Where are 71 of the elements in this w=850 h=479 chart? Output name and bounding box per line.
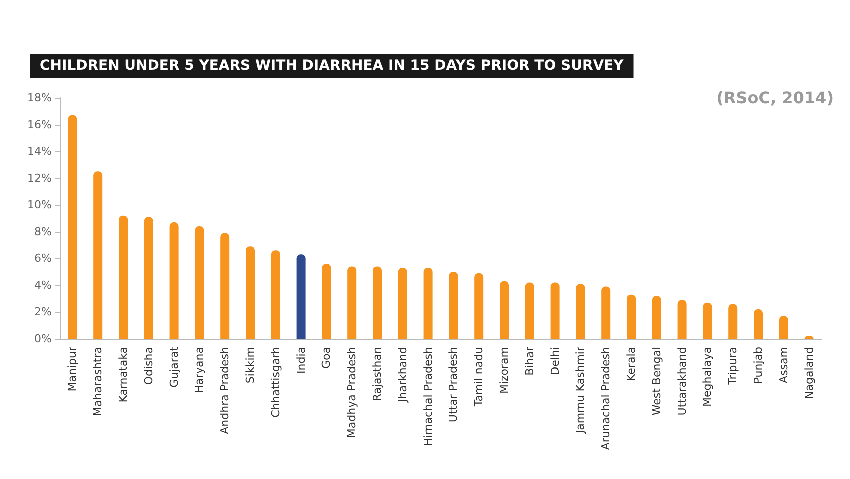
bar: [449, 272, 458, 339]
x-tick-label: West Bengal: [650, 347, 664, 416]
bar: [373, 266, 382, 339]
x-tick-label: Goa: [320, 347, 334, 369]
x-tick-label: Nagaland: [802, 347, 816, 400]
bar: [119, 216, 128, 339]
bar: [398, 268, 408, 339]
x-tick-label: Uttarakhand: [676, 347, 689, 416]
y-tick-label: 14%: [28, 145, 52, 158]
bar: [602, 286, 611, 339]
bar: [627, 294, 636, 339]
bar: [779, 316, 788, 339]
y-tick-label: 16%: [28, 118, 52, 132]
x-tick-label: Himachal Pradesh: [422, 346, 435, 446]
x-tick-label: Assam: [777, 347, 790, 384]
bar: [474, 273, 484, 339]
x-tick-label: Andhra Pradesh: [218, 346, 232, 434]
x-tick-label: Chhattisgarh: [269, 346, 282, 418]
x-tick-label: Jharkhand: [396, 347, 410, 404]
bar: [246, 246, 255, 339]
bar: [220, 233, 230, 339]
x-tick-label: Jammu Kashmir: [574, 346, 588, 435]
x-tick-label: Punjab: [752, 346, 765, 384]
bar: [144, 217, 154, 339]
bar: [322, 264, 332, 339]
x-tick-label: Haryana: [193, 347, 206, 394]
bar: [271, 250, 280, 339]
bar: [652, 296, 662, 339]
y-tick-label: 10%: [28, 198, 52, 212]
x-tick-label: Maharashtra: [92, 347, 105, 416]
x-tick-label: Sikkim: [244, 347, 257, 384]
bar: [678, 300, 687, 339]
x-tick-label: Delhi: [548, 347, 562, 376]
bar: [68, 115, 78, 339]
x-tick-label: Tamil nadu: [472, 347, 486, 408]
x-tick-label: Tripura: [726, 347, 740, 386]
y-tick-label: 6%: [34, 252, 52, 266]
x-tick-label: Gujarat: [168, 346, 181, 388]
y-tick-label: 0%: [34, 332, 52, 346]
x-tick-label: Odisha: [142, 347, 156, 386]
bar: [94, 172, 103, 339]
bar: [525, 282, 534, 339]
bar: [195, 226, 204, 339]
x-tick-label: Arunachal Pradesh: [600, 346, 613, 450]
bar: [348, 266, 357, 339]
x-tick-label: Uttar Pradesh: [447, 346, 460, 423]
bar: [754, 310, 763, 339]
x-tick-label: India: [294, 347, 308, 374]
x-tick-label: Madhya Pradesh: [346, 346, 359, 438]
y-tick-label: 4%: [34, 278, 52, 292]
x-tick-label: Bihar: [523, 346, 536, 376]
bar: [576, 284, 586, 339]
chart-title: CHILDREN UNDER 5 YEARS WITH DIARRHEA IN 15 DAYS PRIOR TO SURVEY: [40, 58, 625, 74]
y-tick-label: 8%: [34, 225, 52, 238]
x-tick-label: Karnataka: [117, 347, 130, 403]
x-tick-label: Meghalaya: [701, 347, 714, 408]
bar: [500, 281, 509, 339]
bar: [296, 254, 306, 339]
bar: [424, 268, 433, 339]
y-tick-label: 2%: [34, 306, 52, 319]
x-tick-label: Rajasthan: [371, 346, 384, 402]
annotation: (RSoC, 2014): [716, 88, 834, 108]
bar: [703, 302, 712, 339]
y-tick-label: 12%: [28, 172, 52, 185]
x-tick-label: Mizoram: [498, 347, 511, 394]
bar: [550, 282, 560, 339]
bar: [170, 222, 179, 339]
x-tick-label: Manipur: [66, 346, 80, 392]
x-tick-label: Kerala: [625, 347, 638, 382]
bar: [728, 304, 738, 339]
y-tick-label: 18%: [28, 92, 52, 104]
